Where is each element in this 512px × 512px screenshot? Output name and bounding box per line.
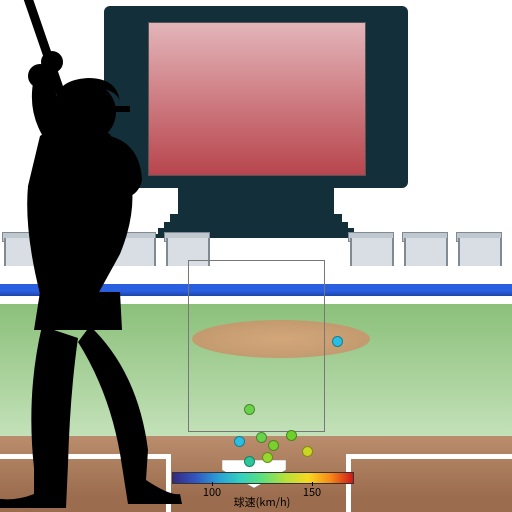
batter-silhouette	[0, 0, 240, 512]
pitch-dot	[268, 440, 279, 451]
pitch-dot	[332, 336, 343, 347]
pitch-dot	[244, 456, 255, 467]
pitch-dot	[262, 452, 273, 463]
pitch-dot	[286, 430, 297, 441]
pitch-dot	[302, 446, 313, 457]
velocity-legend: 100150 球速(km/h)	[172, 472, 352, 508]
legend-label: 球速(km/h)	[172, 494, 352, 510]
legend-colorbar	[172, 472, 354, 484]
pitch-dot	[256, 432, 267, 443]
pitch-dot	[244, 404, 255, 415]
